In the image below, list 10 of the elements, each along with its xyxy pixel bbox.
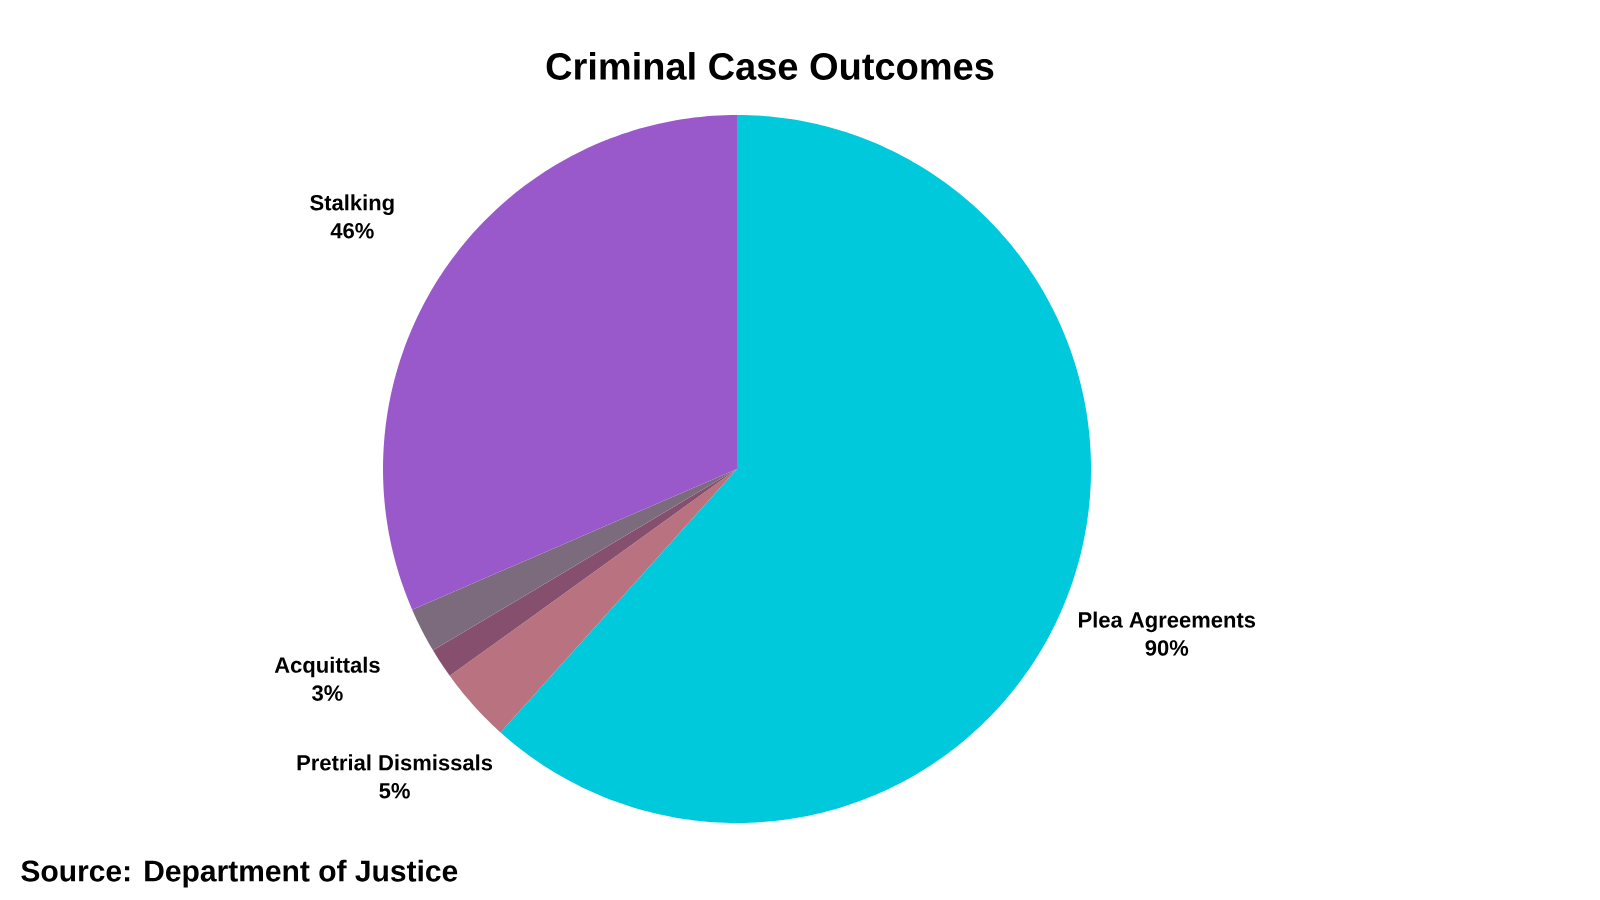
data-label: 3% [312, 685, 343, 701]
data-label: 5% [379, 782, 410, 799]
data-label: 90% [1145, 640, 1189, 656]
chart-title: Criminal Case Outcomes [546, 52, 994, 80]
slice-label: Plea Agreements [1078, 611, 1256, 633]
slice-label: Acquittals [274, 656, 380, 678]
slice-label: Pretrial Dismissals [297, 754, 493, 771]
slice-label: Stalking [310, 194, 394, 215]
source-note: Source: Department of Justice [21, 859, 458, 888]
data-label: 46% [330, 222, 374, 239]
